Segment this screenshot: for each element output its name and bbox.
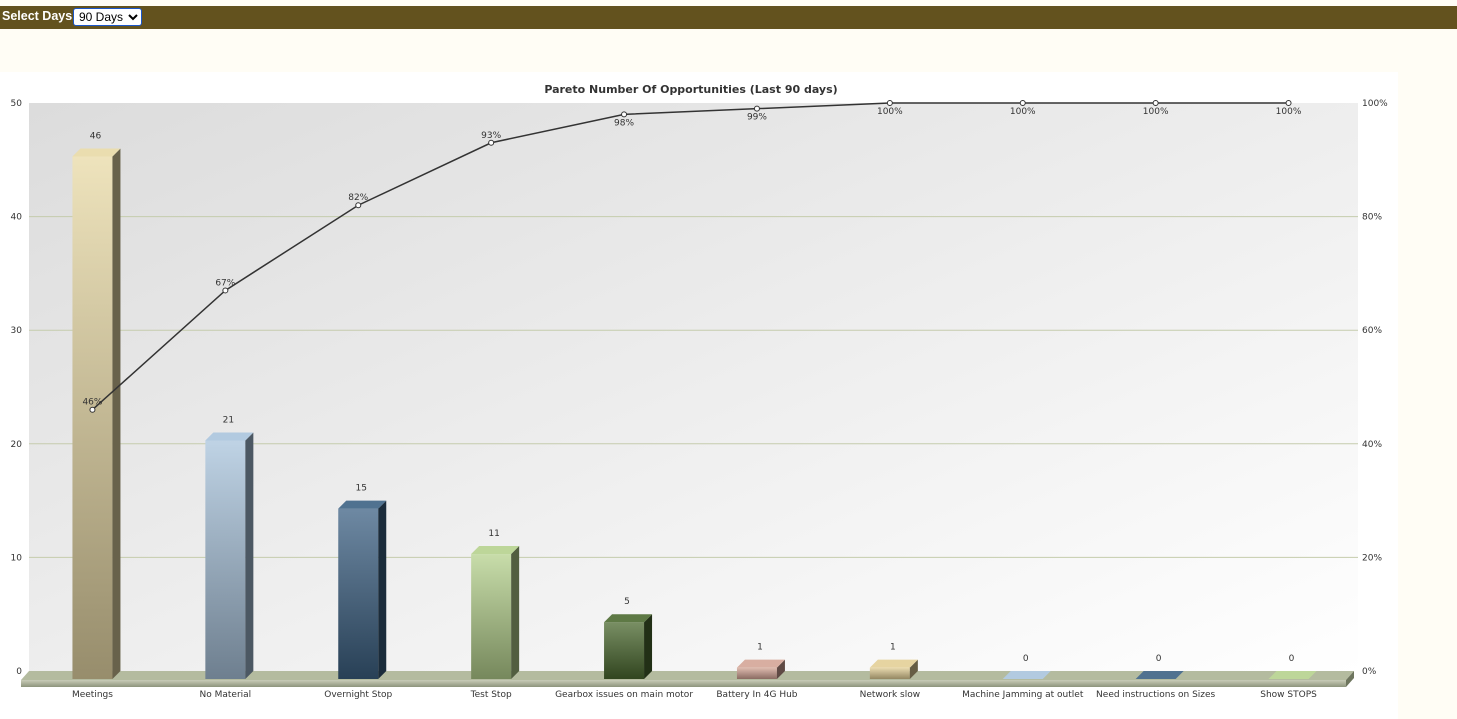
- select-days-label: Select Days:: [2, 9, 77, 23]
- x-tick-label: Overnight Stop: [324, 690, 392, 700]
- bar-value-label: 46: [90, 131, 102, 141]
- y2-tick-label: 20%: [1362, 553, 1382, 563]
- cumulative-point: [488, 139, 495, 146]
- x-tick-label: Test Stop: [470, 690, 512, 700]
- bar-value-label: 0: [1023, 654, 1029, 664]
- y-tick-label: 40: [11, 213, 23, 223]
- bar-top: [338, 500, 387, 509]
- chart-floor-side: [1346, 671, 1354, 687]
- bar-top: [471, 546, 520, 555]
- bar-side: [776, 659, 785, 679]
- bar: [205, 440, 246, 679]
- bar-side: [378, 500, 387, 679]
- bar-side: [245, 432, 254, 679]
- bar-top: [1002, 671, 1051, 679]
- y-tick-label: 10: [11, 553, 23, 563]
- x-tick-label: Show STOPS: [1260, 690, 1317, 700]
- cumulative-percent-label: 100%: [1276, 107, 1302, 117]
- cumulative-percent-label: 98%: [614, 118, 634, 128]
- cumulative-point: [89, 406, 96, 413]
- cumulative-percent-label: 82%: [348, 193, 368, 203]
- bar: [869, 667, 910, 679]
- bar: [471, 554, 512, 679]
- bar-side: [112, 148, 121, 679]
- cumulative-percent-label: 67%: [215, 278, 235, 288]
- cumulative-percent-label: 46%: [82, 398, 102, 408]
- y2-tick-label: 80%: [1362, 213, 1382, 223]
- bar: [736, 667, 777, 679]
- cumulative-percent-label: 100%: [877, 107, 903, 117]
- y-tick-label: 0: [16, 667, 22, 677]
- cumulative-percent-label: 100%: [1143, 107, 1169, 117]
- x-tick-label: Network slow: [860, 690, 921, 700]
- bar-value-label: 0: [1289, 654, 1295, 664]
- bar: [338, 508, 379, 679]
- cumulative-point: [753, 105, 760, 112]
- bar-side: [909, 659, 918, 679]
- cumulative-point: [1019, 100, 1026, 106]
- y-tick-label: 50: [11, 99, 23, 109]
- chart-floor-front: [21, 680, 1346, 687]
- chart-title: Pareto Number Of Opportunities (Last 90 …: [544, 83, 837, 96]
- bar-top: [604, 614, 653, 623]
- bar-top: [205, 432, 254, 441]
- bar-top: [869, 659, 918, 668]
- bar-top: [1135, 671, 1184, 679]
- y2-tick-label: 40%: [1362, 440, 1382, 450]
- bar-side: [511, 546, 520, 679]
- cumulative-line: [91, 102, 1289, 411]
- filter-bar: Select Days: 90 Days: [0, 6, 1457, 29]
- bar-value-label: 5: [624, 597, 630, 607]
- y-tick-label: 20: [11, 440, 23, 450]
- cumulative-point: [1152, 100, 1159, 106]
- bar-top: [736, 659, 785, 668]
- cumulative-point: [621, 111, 628, 118]
- x-tick-label: Meetings: [72, 690, 113, 700]
- y2-tick-label: 60%: [1362, 326, 1382, 336]
- y2-tick-label: 0%: [1362, 667, 1377, 677]
- x-tick-label: Machine Jamming at outlet: [962, 690, 1084, 700]
- x-tick-label: Gearbox issues on main motor: [555, 690, 693, 700]
- bar-value-label: 15: [356, 484, 367, 494]
- bar-value-label: 11: [488, 529, 499, 539]
- cumulative-point: [355, 202, 362, 209]
- cumulative-percent-label: 93%: [481, 131, 501, 141]
- cumulative-percent-label: 100%: [1010, 107, 1036, 117]
- cumulative-point: [222, 287, 229, 294]
- x-tick-label: Need instructions on Sizes: [1096, 690, 1215, 700]
- cumulative-point: [886, 100, 893, 106]
- bar: [604, 622, 645, 679]
- cumulative-percent-label: 99%: [747, 113, 767, 123]
- bar-top: [72, 148, 121, 157]
- bar: [72, 156, 113, 679]
- x-tick-label: No Material: [200, 690, 252, 700]
- y-tick-label: 30: [11, 326, 23, 336]
- y2-tick-label: 100%: [1362, 99, 1388, 109]
- x-tick-label: Battery In 4G Hub: [716, 690, 797, 700]
- bar-value-label: 1: [757, 643, 763, 653]
- bar-value-label: 1: [890, 643, 896, 653]
- cumulative-point: [1285, 100, 1292, 106]
- bar-value-label: 0: [1156, 654, 1162, 664]
- bar-top: [1268, 671, 1317, 679]
- bar-value-label: 21: [223, 415, 234, 425]
- bar-side: [644, 614, 653, 679]
- days-select[interactable]: 90 Days: [73, 8, 142, 26]
